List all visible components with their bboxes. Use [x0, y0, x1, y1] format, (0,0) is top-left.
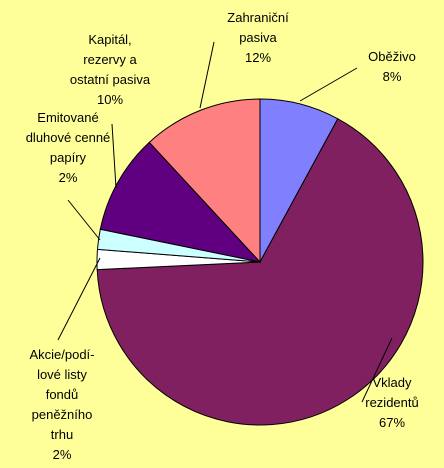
slice-label: Oběživo 8% — [327, 47, 444, 87]
slice-label: Vklady rezidentů 67% — [327, 373, 444, 433]
category-label: Emitované dluhové cenné papíry — [25, 110, 111, 165]
leader-line — [57, 257, 101, 341]
leader-line — [111, 123, 117, 189]
slice-label: Kapitál, rezervy a ostatní pasiva 10% — [45, 30, 175, 110]
value-label: 2% — [58, 170, 78, 185]
category-label: Oběživo — [368, 49, 416, 64]
leader-line — [299, 67, 358, 102]
value-label: 8% — [382, 69, 402, 84]
category-label: Vklady rezidentů — [365, 375, 419, 410]
category-label: Zahraniční pasiva — [227, 10, 289, 45]
leader-line — [361, 337, 393, 403]
value-label: 67% — [378, 415, 406, 430]
value-label: 10% — [96, 92, 124, 107]
value-label: 2% — [52, 447, 72, 462]
pie-slice — [99, 141, 262, 263]
slice-label: Zahraniční pasiva 12% — [193, 8, 323, 68]
slice-label: Emitované dluhové cenné papíry 2% — [3, 108, 133, 188]
category-label: Kapitál, rezervy a ostatní pasiva — [69, 32, 151, 87]
value-label: 12% — [244, 50, 272, 65]
pie-slice — [96, 118, 424, 426]
leader-line — [199, 41, 215, 109]
leader-line — [67, 199, 101, 241]
pie-slice — [148, 98, 261, 264]
category-label: Akcie/podí- lové listy fondů peněžního t… — [29, 347, 95, 442]
slice-label: Akcie/podí- lové listy fondů peněžního t… — [0, 345, 127, 465]
